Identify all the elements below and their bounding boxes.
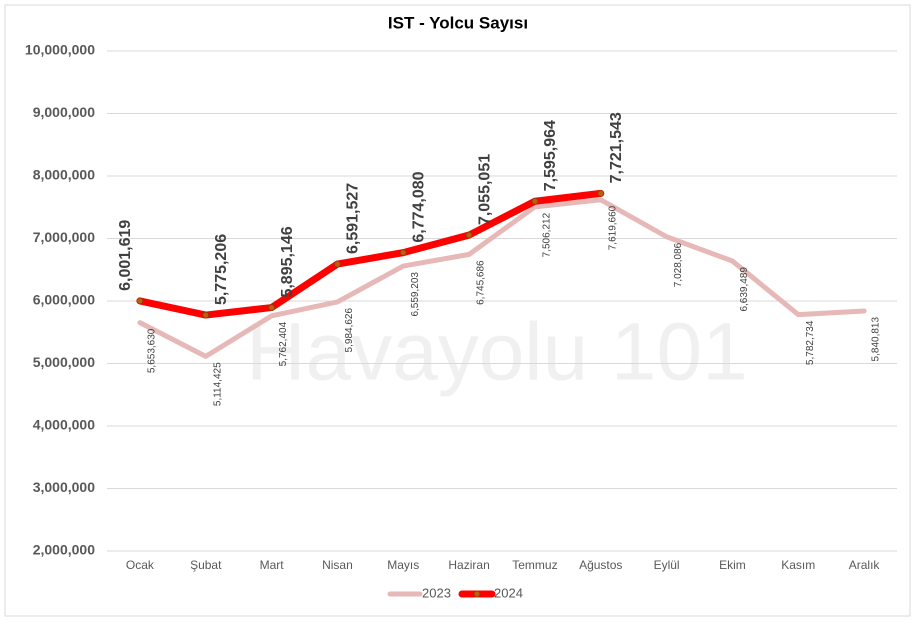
series-line — [136, 189, 605, 319]
chart-border — [4, 4, 911, 617]
point-marker — [136, 297, 144, 305]
point-marker — [334, 260, 341, 268]
data-label: 6,591,527 — [345, 183, 362, 254]
data-label: 7,619,660 — [607, 205, 618, 250]
data-label: 5,895,146 — [279, 226, 296, 297]
point-marker — [531, 197, 539, 205]
x-tick-label: Şubat — [190, 558, 222, 572]
chart-title: IST - Yolcu Sayısı — [388, 13, 528, 32]
x-tick-label: Kasım — [781, 558, 815, 572]
series-line — [137, 197, 867, 359]
x-tick-label: Nisan — [322, 558, 353, 572]
x-tick-label: Mayıs — [387, 558, 419, 572]
data-label: 5,775,206 — [213, 234, 230, 305]
data-label: 6,559,203 — [410, 272, 421, 317]
x-tick-label: Eylül — [654, 558, 680, 572]
x-tick-label: Haziran — [448, 558, 489, 572]
data-label: 5,114,425 — [212, 362, 223, 406]
data-label: 7,028,086 — [673, 242, 684, 287]
y-tick-label: 8,000,000 — [33, 167, 95, 183]
y-tick-label: 2,000,000 — [33, 542, 95, 558]
x-tick-label: Aralık — [849, 558, 881, 572]
legend-label: 2023 — [422, 585, 451, 600]
point-marker — [597, 190, 605, 197]
y-tick-label: 4,000,000 — [33, 417, 95, 433]
data-label: 6,001,619 — [117, 220, 134, 291]
data-label: 5,782,734 — [805, 320, 816, 365]
data-label: 7,721,543 — [608, 112, 625, 183]
data-label: 7,595,964 — [542, 120, 559, 191]
watermark: Havayolu 101 — [246, 307, 747, 398]
data-label: 5,984,626 — [344, 308, 355, 353]
data-label: 6,774,080 — [410, 171, 427, 242]
x-tick-label: Temmuz — [512, 558, 557, 572]
y-tick-label: 6,000,000 — [33, 292, 95, 308]
y-tick-label: 9,000,000 — [33, 104, 95, 120]
legend-label: 2024 — [494, 585, 523, 600]
data-label: 5,840,813 — [871, 317, 882, 362]
y-tick-label: 10,000,000 — [25, 42, 95, 58]
y-tick-label: 5,000,000 — [33, 354, 95, 370]
x-tick-label: Ağustos — [579, 558, 622, 572]
legend-marker — [473, 590, 481, 598]
point-marker — [268, 304, 275, 311]
data-label: 6,745,686 — [476, 260, 487, 305]
data-label: 5,653,630 — [147, 328, 158, 373]
point-marker — [465, 231, 473, 239]
y-tick-label: 3,000,000 — [33, 479, 95, 495]
data-label: 7,055,051 — [476, 154, 493, 225]
data-label: 7,506,212 — [542, 212, 553, 257]
x-tick-label: Mart — [260, 558, 285, 572]
point-marker — [202, 311, 210, 319]
point-marker — [399, 249, 407, 257]
y-tick-label: 7,000,000 — [33, 229, 95, 245]
x-tick-label: Ocak — [126, 558, 155, 572]
x-tick-label: Ekim — [719, 558, 746, 572]
data-label: 6,639,489 — [739, 267, 750, 312]
data-label: 5,762,404 — [278, 321, 289, 366]
